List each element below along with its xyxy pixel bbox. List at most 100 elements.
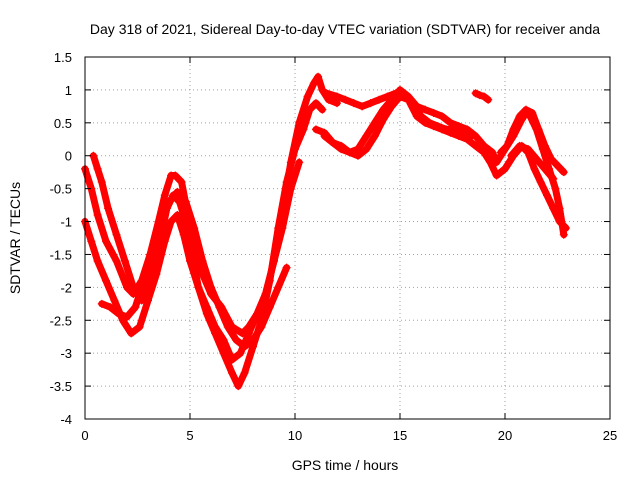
data-point-marker bbox=[309, 79, 318, 88]
data-point-marker bbox=[547, 155, 556, 164]
data-point-marker bbox=[282, 263, 291, 272]
data-point-marker bbox=[561, 224, 570, 233]
data-point-marker bbox=[375, 95, 383, 104]
data-point-marker bbox=[190, 224, 199, 233]
data-point-marker bbox=[261, 289, 270, 298]
data-point-marker bbox=[114, 309, 123, 318]
data-point-marker bbox=[240, 342, 249, 351]
x-tick-label: 10 bbox=[288, 428, 302, 443]
data-point-marker bbox=[370, 118, 379, 127]
data-point-marker bbox=[102, 276, 110, 285]
data-point-marker bbox=[318, 85, 327, 94]
data-point-marker bbox=[442, 125, 451, 134]
data-point-marker bbox=[522, 105, 530, 114]
data-point-marker bbox=[240, 368, 249, 377]
data-point-marker bbox=[295, 158, 304, 167]
data-point-marker bbox=[123, 312, 131, 321]
data-point-marker bbox=[358, 102, 367, 111]
plot-frame bbox=[84, 56, 611, 420]
data-point-marker bbox=[179, 230, 188, 239]
data-point-marker bbox=[553, 161, 562, 170]
y-tick-label: 0.5 bbox=[54, 116, 72, 131]
data-point-marker bbox=[528, 108, 537, 117]
data-point-marker bbox=[120, 257, 129, 266]
x-tick-label: 15 bbox=[393, 428, 407, 443]
data-point-marker bbox=[328, 138, 337, 147]
data-point-marker bbox=[488, 148, 497, 157]
data-point-marker bbox=[345, 148, 354, 157]
data-point-marker bbox=[129, 283, 138, 292]
data-point-marker bbox=[112, 257, 121, 266]
y-tick-label: -2 bbox=[60, 280, 72, 295]
data-point-marker bbox=[257, 322, 266, 331]
data-point-marker bbox=[551, 184, 560, 193]
data-point-marker bbox=[496, 148, 505, 157]
data-point-marker bbox=[198, 257, 207, 266]
data-point-marker bbox=[509, 125, 518, 134]
data-point-marker bbox=[417, 112, 425, 121]
data-point-marker bbox=[232, 336, 241, 345]
data-point-marker bbox=[532, 155, 541, 164]
x-tick-label: 0 bbox=[81, 428, 88, 443]
series-track-8 bbox=[472, 89, 492, 104]
data-point-marker bbox=[383, 92, 392, 101]
data-point-marker bbox=[540, 164, 549, 173]
data-point-marker bbox=[312, 99, 320, 108]
data-point-marker bbox=[450, 125, 459, 134]
data-point-marker bbox=[446, 118, 455, 127]
data-point-marker bbox=[97, 178, 106, 187]
data-point-marker bbox=[429, 108, 438, 117]
data-point-marker bbox=[274, 283, 283, 292]
data-point-marker bbox=[370, 131, 379, 140]
data-point-marker bbox=[536, 178, 545, 187]
x-tick-label: 20 bbox=[498, 428, 512, 443]
data-point-marker bbox=[486, 158, 495, 167]
data-point-marker bbox=[459, 128, 467, 137]
data-point-marker bbox=[303, 92, 312, 101]
data-point-marker bbox=[391, 89, 400, 98]
data-point-marker bbox=[112, 230, 121, 239]
data-point-marker bbox=[543, 191, 551, 200]
tick-labels: 0 5 10 15 20 25 -4 -3.5 -3 -2.5 -2 -1.5 -1 -0.5 0 0.5 1 1… bbox=[50, 50, 618, 443]
axis-ticks bbox=[84, 56, 611, 420]
data-point-marker bbox=[253, 309, 262, 318]
data-point-marker bbox=[467, 131, 476, 140]
data-point-marker bbox=[234, 382, 243, 391]
x-tick-label: 5 bbox=[186, 428, 193, 443]
x-tick-label: 25 bbox=[603, 428, 617, 443]
series-track-6 bbox=[320, 93, 570, 232]
y-tick-label: -1 bbox=[60, 215, 72, 230]
data-point-marker bbox=[362, 145, 371, 154]
data-point-marker bbox=[299, 125, 308, 134]
data-point-marker bbox=[148, 250, 157, 259]
data-point-marker bbox=[530, 164, 539, 173]
data-point-marker bbox=[387, 102, 396, 111]
data-point-marker bbox=[515, 112, 524, 121]
data-point-marker bbox=[534, 125, 543, 134]
y-tick-label: 1 bbox=[65, 83, 72, 98]
data-point-marker bbox=[549, 204, 558, 213]
data-point-marker bbox=[507, 151, 516, 160]
data-point-marker bbox=[312, 125, 320, 134]
data-point-marker bbox=[349, 99, 358, 108]
data-point-marker bbox=[194, 283, 203, 292]
data-point-marker bbox=[492, 171, 501, 180]
data-point-marker bbox=[160, 237, 169, 246]
y-tick-label: -3.5 bbox=[50, 379, 72, 394]
data-point-marker bbox=[104, 204, 113, 213]
data-point-marker bbox=[106, 303, 115, 312]
data-point-marker bbox=[127, 329, 136, 338]
data-point-marker bbox=[475, 91, 484, 100]
data-point-marker bbox=[559, 168, 568, 177]
data-point-marker bbox=[438, 112, 446, 121]
data-point-marker bbox=[265, 303, 274, 312]
data-point-marker bbox=[87, 237, 96, 246]
data-point-marker bbox=[131, 303, 140, 312]
data-point-marker bbox=[244, 329, 253, 338]
data-point-marker bbox=[152, 270, 161, 279]
data-point-marker bbox=[173, 210, 182, 219]
data-point-marker bbox=[186, 257, 194, 266]
y-tick-label: -1.5 bbox=[50, 247, 72, 262]
data-point-marker bbox=[322, 89, 331, 98]
